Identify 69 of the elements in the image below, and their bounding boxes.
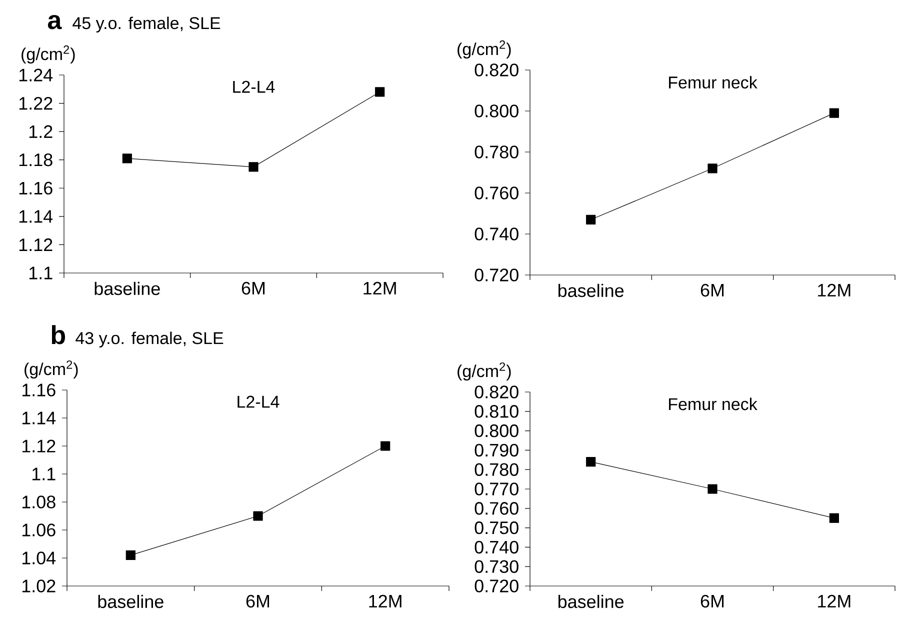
y-tick-label: 1.06 bbox=[22, 524, 56, 536]
text: 45 y.o. female, SLE bbox=[72, 16, 220, 33]
y-tick-label: 1.1 bbox=[32, 468, 56, 480]
point bbox=[248, 162, 258, 172]
point bbox=[380, 441, 390, 451]
x-tick-label: baseline bbox=[558, 594, 624, 608]
chart-title: Femur neck bbox=[669, 76, 758, 89]
y-tick-label: 0.800 bbox=[474, 424, 518, 438]
y-tick-label: 1.24 bbox=[19, 68, 53, 82]
point bbox=[829, 108, 839, 118]
y-tick-label: 0.740 bbox=[474, 228, 518, 240]
chart-title: Femur neck bbox=[669, 398, 758, 410]
y-axis-title: (g/cm$^{2}$) bbox=[458, 362, 511, 381]
y-tick-label: 0.810 bbox=[474, 405, 518, 418]
y-tick-label: 0.770 bbox=[474, 482, 518, 496]
point bbox=[586, 214, 596, 224]
y-tick-label: 0.780 bbox=[474, 146, 518, 158]
y-tick-label: 1.08 bbox=[22, 496, 56, 508]
y-tick-label: 0.720 bbox=[474, 580, 518, 592]
text: a bbox=[48, 15, 62, 30]
y-tick-label: 0.820 bbox=[474, 386, 518, 398]
y-tick-label: 0.760 bbox=[474, 186, 518, 200]
y-tick-label: 0.720 bbox=[474, 268, 518, 282]
y-tick-label: 1.16 bbox=[22, 384, 56, 396]
chart-title: L2-L4 bbox=[238, 396, 280, 408]
chart-title: L2-L4 bbox=[233, 80, 275, 93]
y-tick-label: 1.14 bbox=[22, 412, 56, 424]
y-tick-label: 1.02 bbox=[22, 580, 56, 592]
text: b bbox=[52, 325, 66, 344]
y-tick-label: 1.1 bbox=[29, 266, 52, 280]
y-tick-label: 0.820 bbox=[474, 64, 518, 76]
point bbox=[122, 154, 132, 164]
y-tick-label: 1.22 bbox=[19, 97, 52, 110]
x-tick-label: 6M bbox=[700, 284, 724, 297]
x-tick-label: 12M bbox=[818, 284, 850, 296]
y-tick-label: 1.04 bbox=[22, 552, 56, 564]
y-tick-label: 0.740 bbox=[474, 540, 518, 554]
y-tick-label: 0.730 bbox=[474, 560, 518, 573]
y-axis-title: (g/cm$^{2}$) bbox=[22, 45, 75, 64]
y-axis-title: (g/cm$^{2}$) bbox=[458, 40, 511, 59]
x-tick-label: 12M bbox=[364, 282, 396, 294]
y-tick-label: 0.780 bbox=[474, 463, 518, 476]
point bbox=[126, 550, 136, 560]
y-tick-label: 1.16 bbox=[19, 182, 52, 195]
y-tick-label: 0.750 bbox=[474, 521, 518, 534]
point bbox=[253, 511, 263, 521]
x-tick-label: baseline bbox=[94, 282, 160, 296]
point bbox=[586, 457, 596, 467]
y-tick-label: 1.2 bbox=[29, 125, 52, 138]
y-tick-label: 1.12 bbox=[22, 440, 56, 452]
x-tick-label: 6M bbox=[242, 282, 265, 295]
point bbox=[829, 513, 839, 523]
x-tick-label: 12M bbox=[818, 594, 850, 608]
y-axis-title: (g/cm$^{2}$) bbox=[24, 360, 78, 379]
y-tick-label: 1.18 bbox=[19, 153, 52, 166]
x-tick-label: 6M bbox=[700, 594, 724, 608]
y-tick-label: 0.790 bbox=[474, 444, 518, 457]
y-tick-label: 0.800 bbox=[474, 104, 518, 118]
point bbox=[375, 87, 385, 97]
x-tick-label: baseline bbox=[558, 284, 624, 298]
x-tick-label: baseline bbox=[98, 594, 164, 608]
x-tick-label: 6M bbox=[246, 594, 270, 608]
x-tick-label: 12M bbox=[369, 594, 402, 608]
point bbox=[708, 484, 718, 494]
y-tick-label: 0.760 bbox=[474, 502, 518, 515]
y-tick-label: 1.14 bbox=[19, 210, 53, 223]
point bbox=[708, 164, 718, 174]
text: 43 y.o. female, SLE bbox=[76, 332, 224, 348]
y-tick-label: 1.12 bbox=[19, 238, 52, 251]
